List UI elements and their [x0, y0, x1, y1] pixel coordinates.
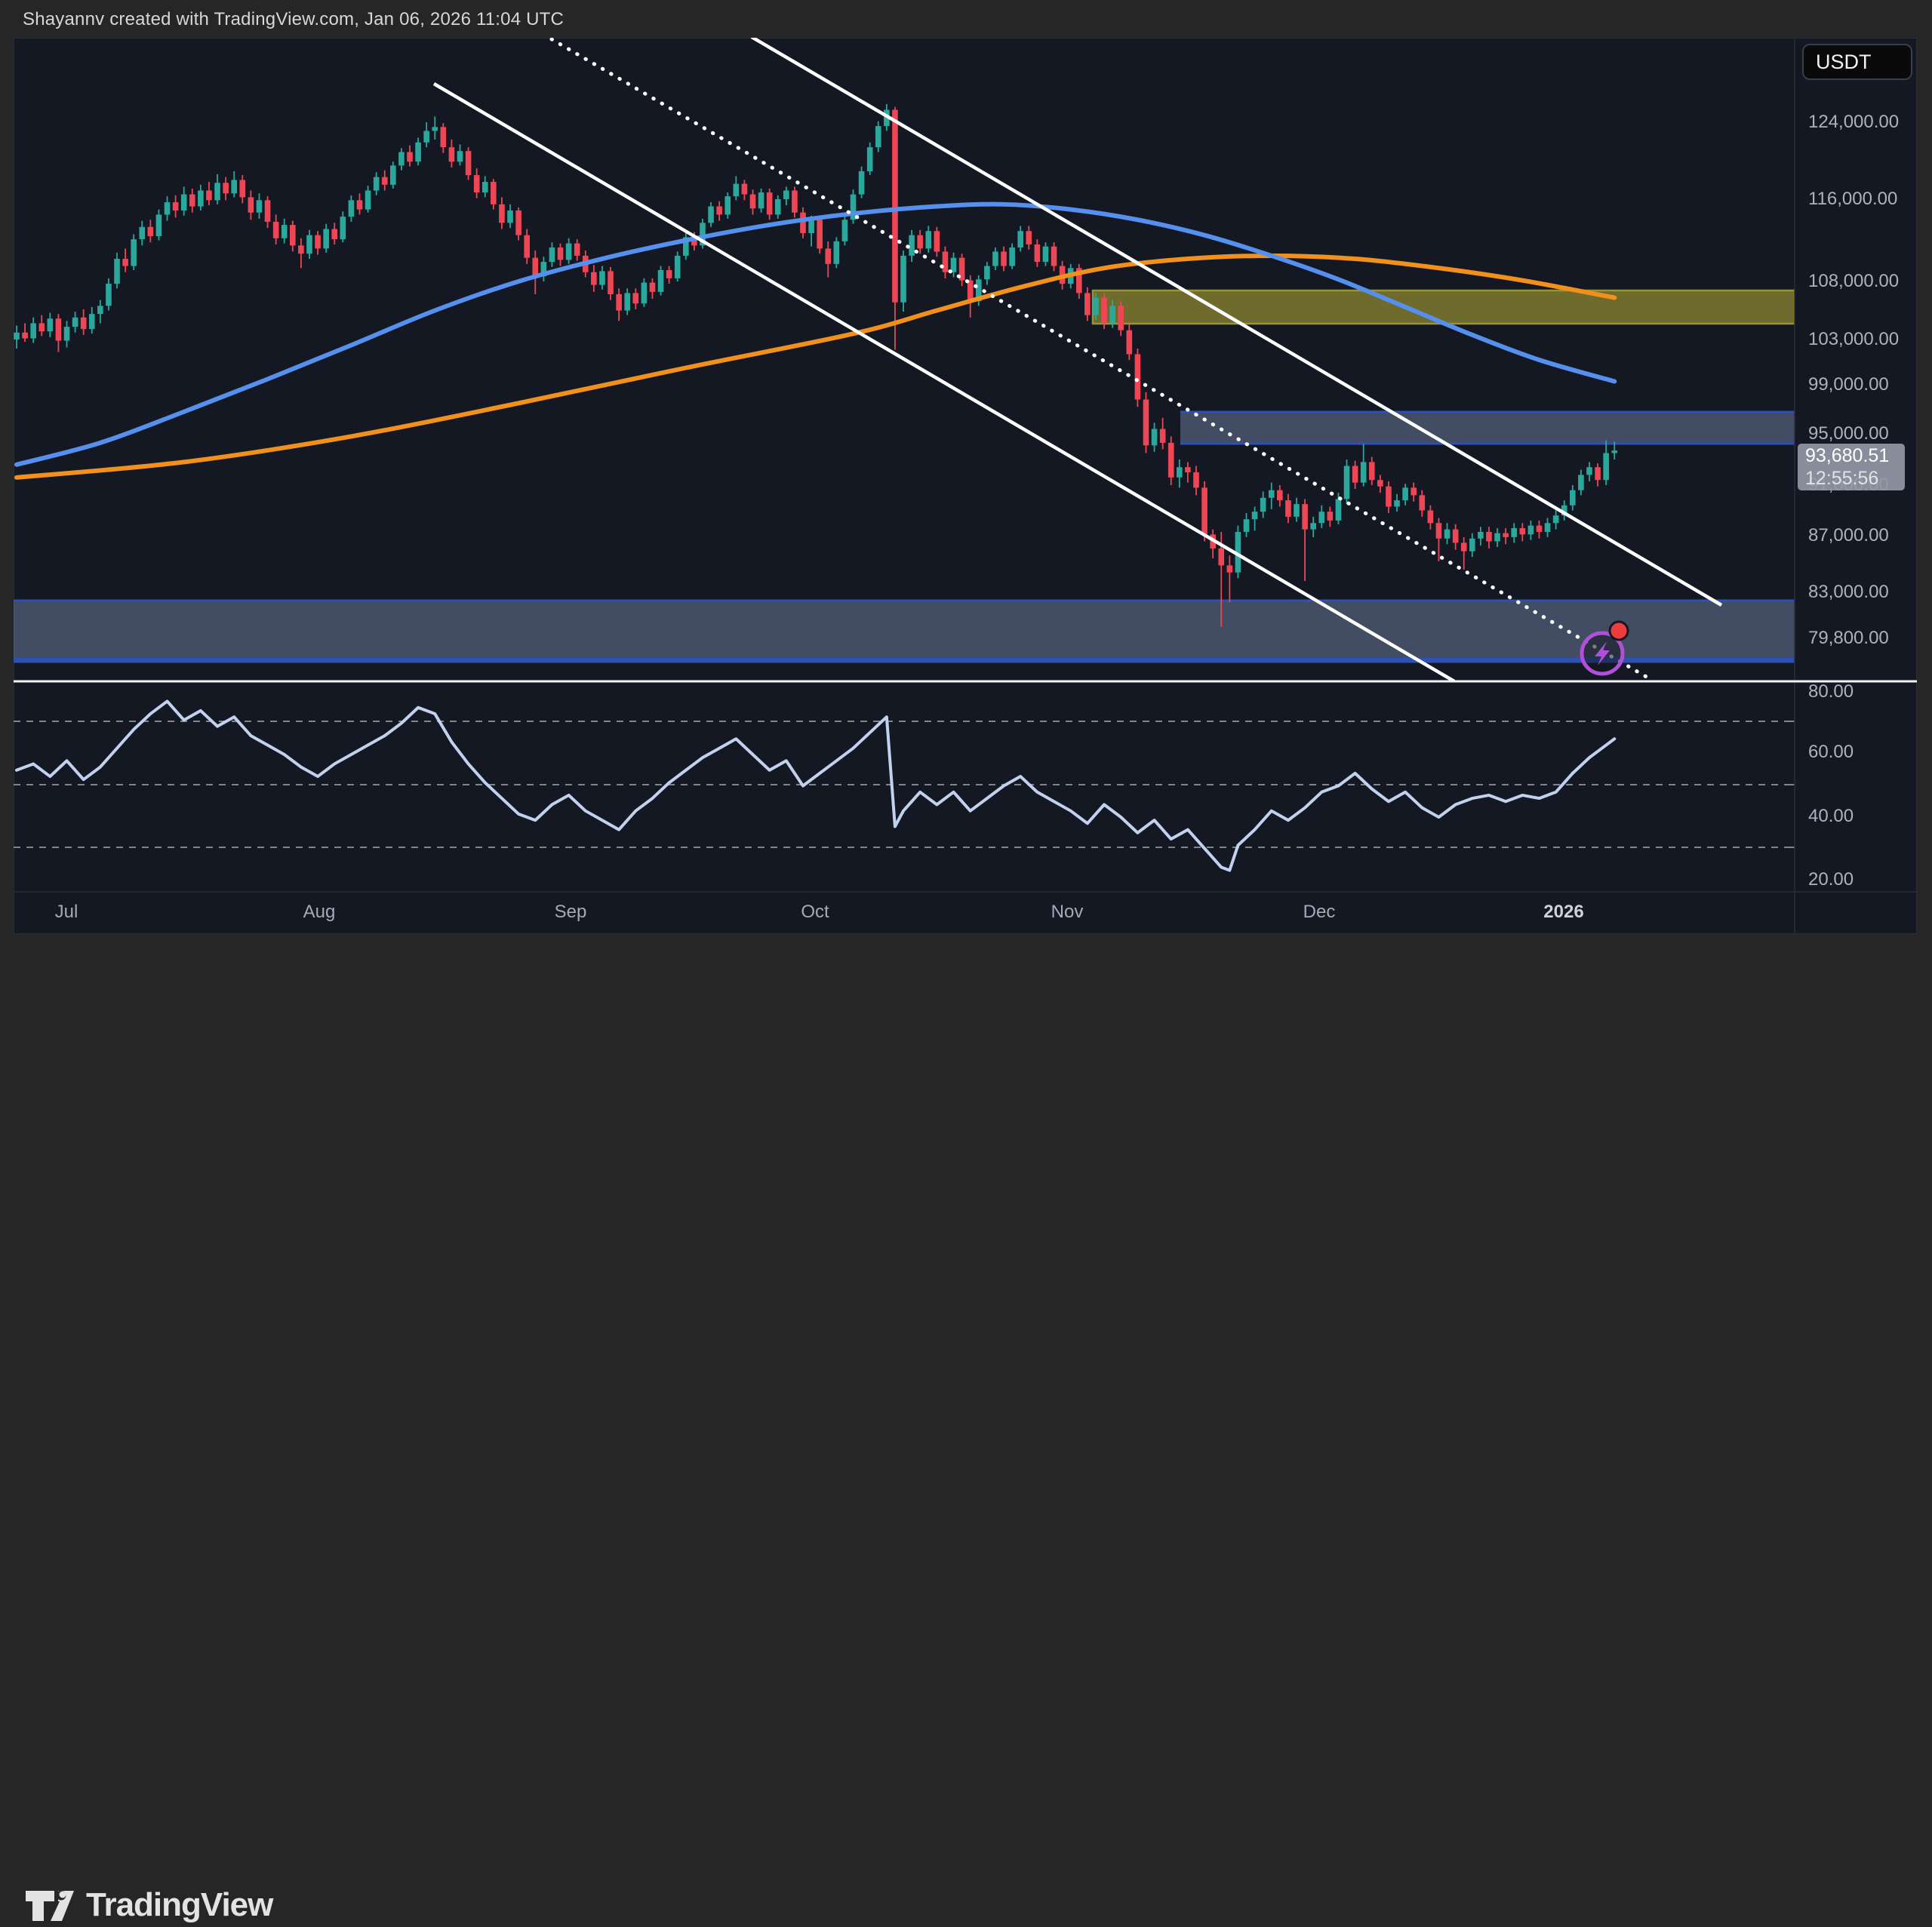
quote-currency-badge[interactable]: USDT [1802, 44, 1912, 80]
projection-dotted[interactable] [549, 38, 1655, 681]
time-tick-label: Aug [303, 902, 336, 922]
lightning-icon [1595, 641, 1610, 665]
title-bar: Shayannv created with TradingView.com, J… [0, 0, 1932, 38]
price-pane[interactable] [14, 37, 1795, 681]
price-tick-label: 95,000.00 [1808, 423, 1889, 444]
lightning-marker[interactable] [1580, 620, 1629, 676]
ma-fast-line[interactable] [14, 201, 1617, 467]
rsi-tick-label: 40.00 [1808, 806, 1854, 826]
price-tick-label: 79,800.00 [1808, 628, 1889, 648]
price-tick-label: 99,000.00 [1808, 374, 1889, 395]
time-tick-label: Sep [554, 902, 587, 922]
tradingview-logo-icon [26, 1890, 74, 1921]
alert-badge-dot [1608, 620, 1629, 641]
bar-countdown: 12:55:56 [1805, 468, 1879, 489]
zone-resistance-blue[interactable] [1180, 410, 1795, 445]
price-tick-label: 87,000.00 [1808, 525, 1889, 546]
rsi-pane[interactable] [14, 699, 1795, 872]
last-price-value: 93,680.51 [1805, 445, 1890, 466]
channel-lower[interactable] [750, 37, 1723, 607]
last-price-label: 93,680.51 12:55:56 [1798, 444, 1905, 490]
chart-canvas[interactable] [0, 0, 1932, 1015]
attribution-text: Shayannv created with TradingView.com, J… [23, 9, 565, 29]
price-tick-label: 124,000.00 [1808, 112, 1900, 132]
tradingview-wordmark: TradingView [86, 1886, 273, 1923]
candles [14, 103, 1618, 627]
bottom-bar: TradingView [0, 934, 1932, 1923]
rsi-tick-label: 60.00 [1808, 742, 1854, 762]
rsi-line[interactable] [15, 699, 1617, 872]
price-tick-label: 116,000.00 [1808, 189, 1898, 209]
rsi-tick-label: 20.00 [1808, 869, 1854, 890]
price-tick-label: 83,000.00 [1808, 582, 1889, 602]
quote-currency-label: USDT [1816, 51, 1872, 73]
time-tick-label: Dec [1303, 902, 1336, 922]
ma-slow-line[interactable] [14, 253, 1617, 480]
rsi-tick-label: 80.00 [1808, 681, 1854, 702]
price-tick-label: 103,000.00 [1808, 329, 1900, 349]
channel-upper[interactable] [432, 82, 1456, 681]
time-tick-label: 2026 [1543, 902, 1584, 922]
zone-support-blue[interactable] [14, 599, 1795, 663]
zone-supply-olive[interactable] [1091, 289, 1795, 325]
time-tick-label: Oct [801, 902, 829, 922]
time-tick-label: Nov [1051, 902, 1084, 922]
price-tick-label: 108,000.00 [1808, 271, 1900, 291]
tradingview-logo[interactable]: TradingView [23, 1883, 273, 1927]
time-tick-label: Jul [54, 902, 78, 922]
